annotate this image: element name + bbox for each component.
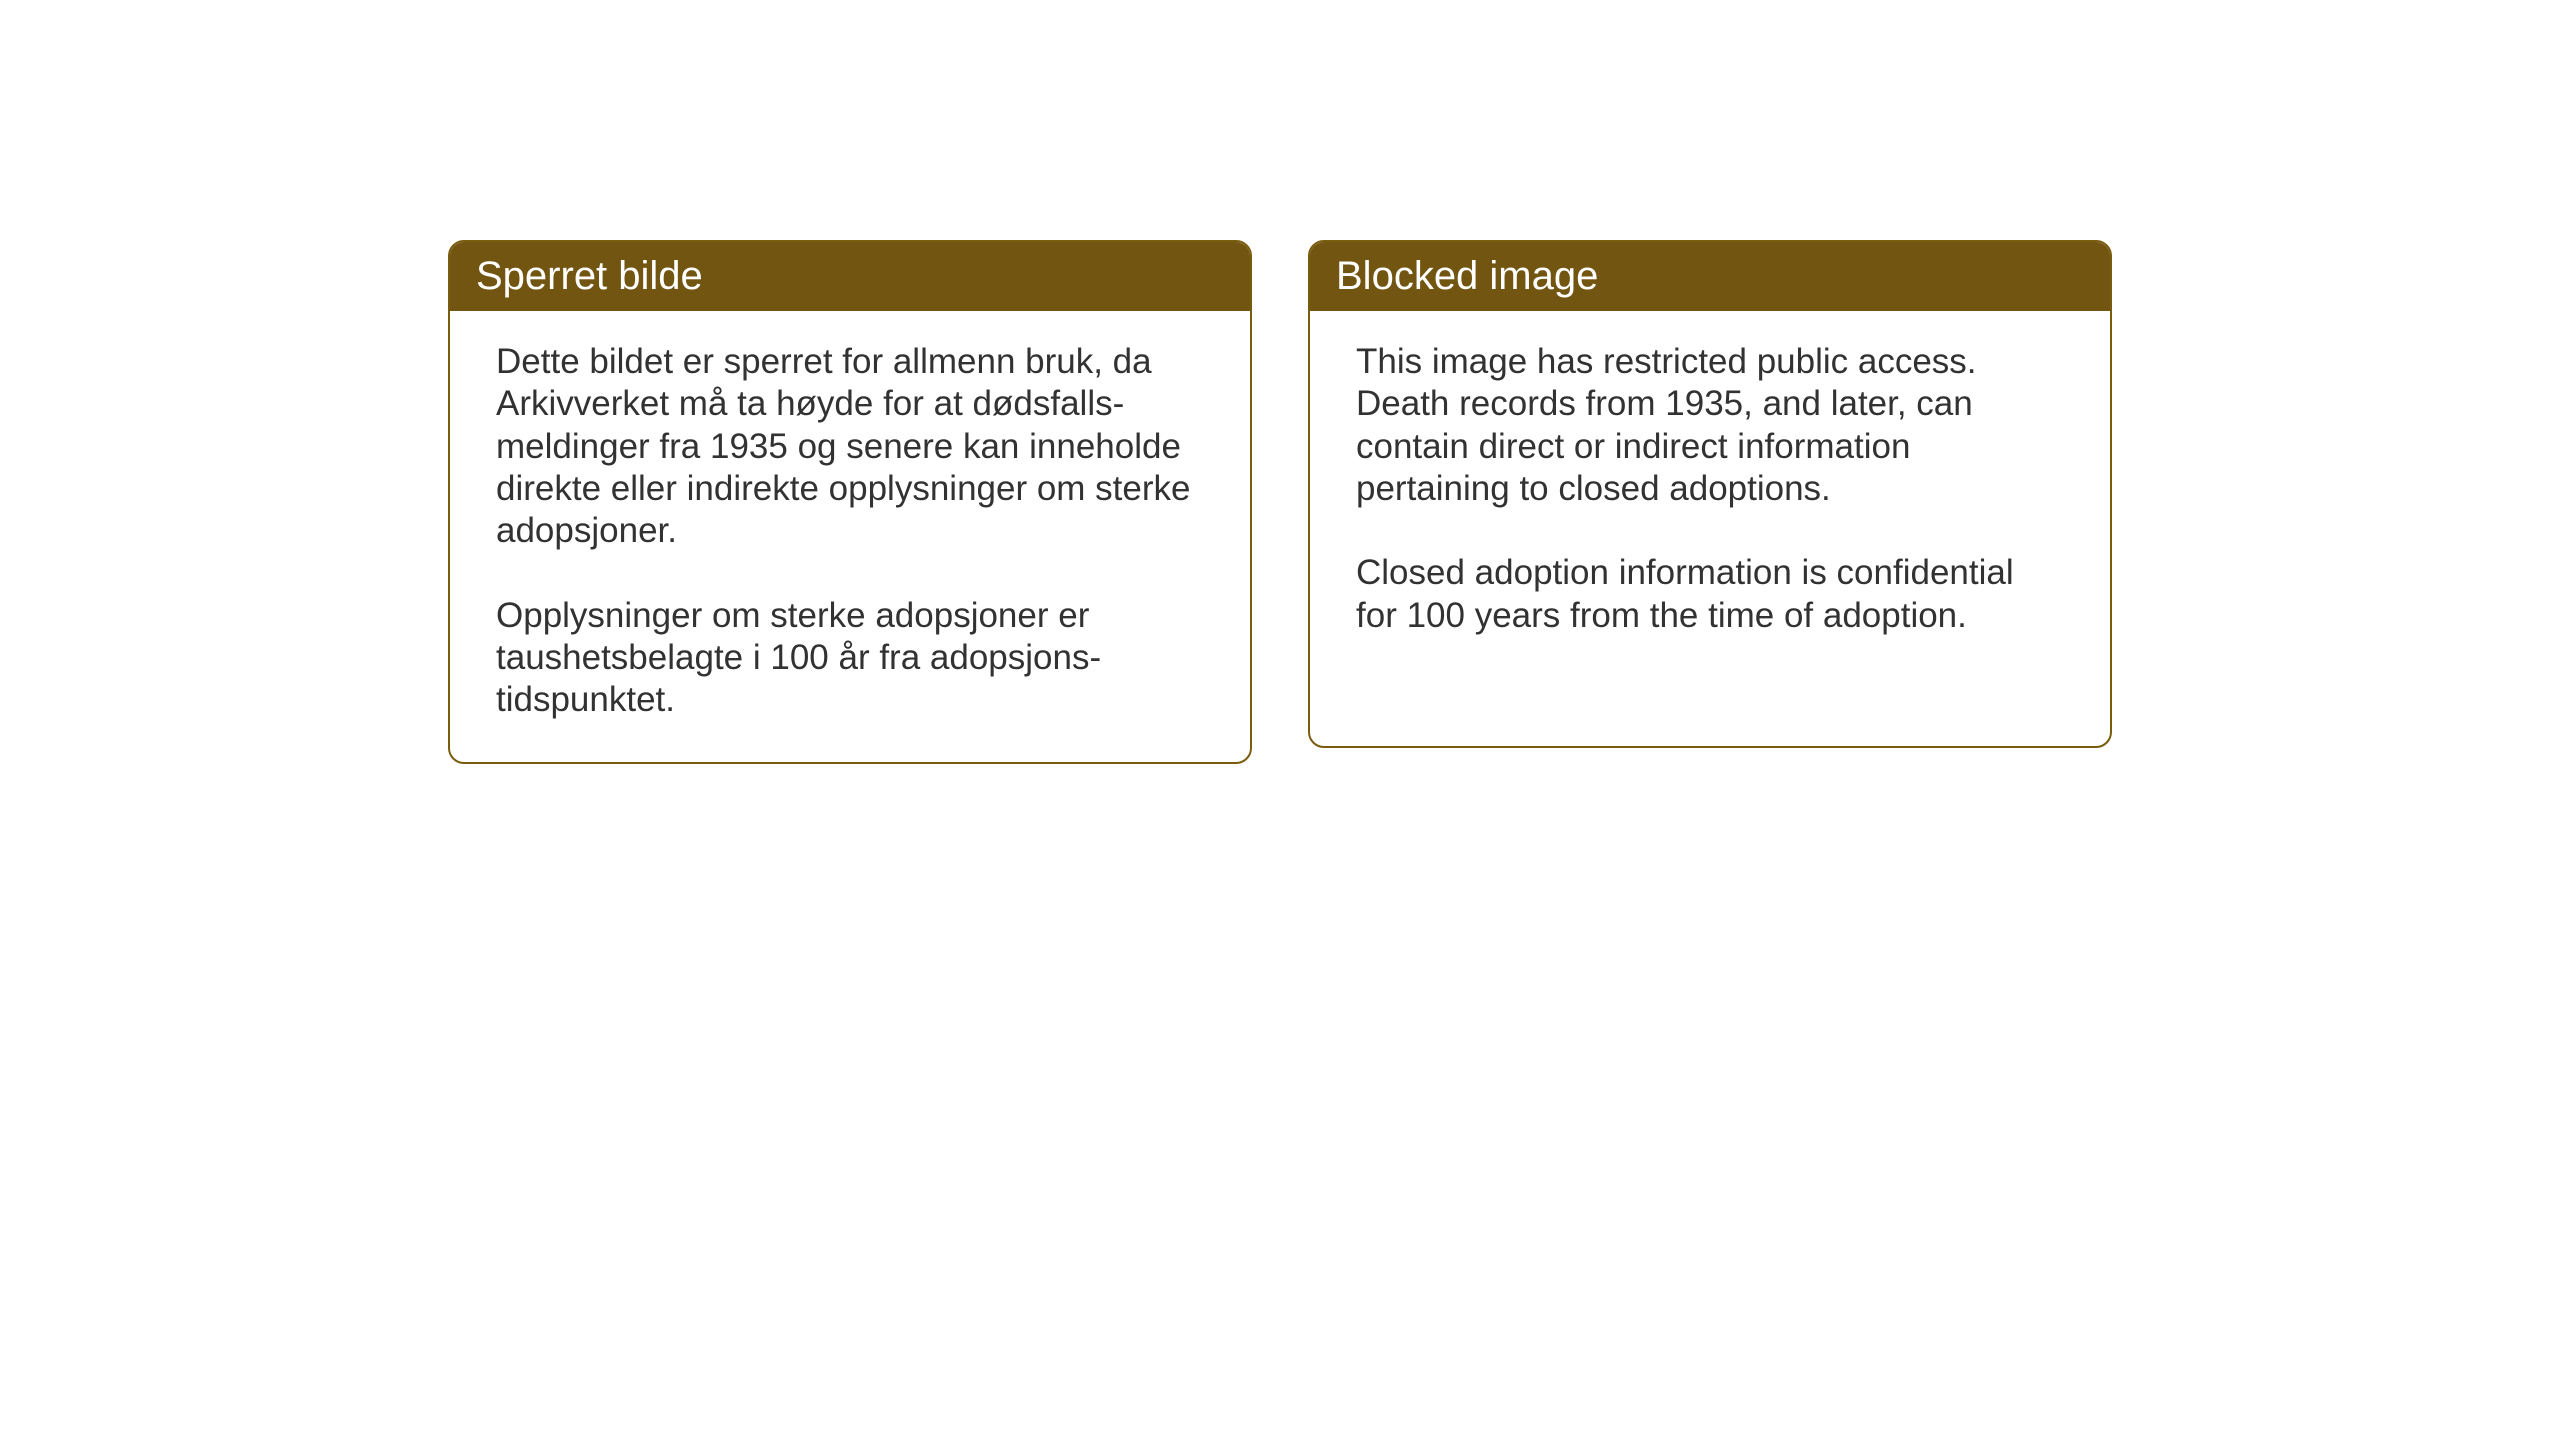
card-paragraph-2-english: Closed adoption information is confident… [1356, 552, 2064, 637]
card-paragraph-1-norwegian: Dette bildet er sperret for allmenn bruk… [496, 341, 1204, 553]
card-english: Blocked image This image has restricted … [1308, 240, 2112, 748]
card-title-english: Blocked image [1336, 254, 1598, 298]
card-title-norwegian: Sperret bilde [476, 254, 703, 298]
card-header-english: Blocked image [1310, 242, 2110, 311]
card-paragraph-1-english: This image has restricted public access.… [1356, 341, 2064, 510]
card-body-norwegian: Dette bildet er sperret for allmenn bruk… [450, 311, 1250, 762]
cards-container: Sperret bilde Dette bildet er sperret fo… [448, 240, 2112, 764]
card-norwegian: Sperret bilde Dette bildet er sperret fo… [448, 240, 1252, 764]
card-header-norwegian: Sperret bilde [450, 242, 1250, 311]
card-paragraph-2-norwegian: Opplysninger om sterke adopsjoner er tau… [496, 595, 1204, 722]
card-body-english: This image has restricted public access.… [1310, 311, 2110, 677]
